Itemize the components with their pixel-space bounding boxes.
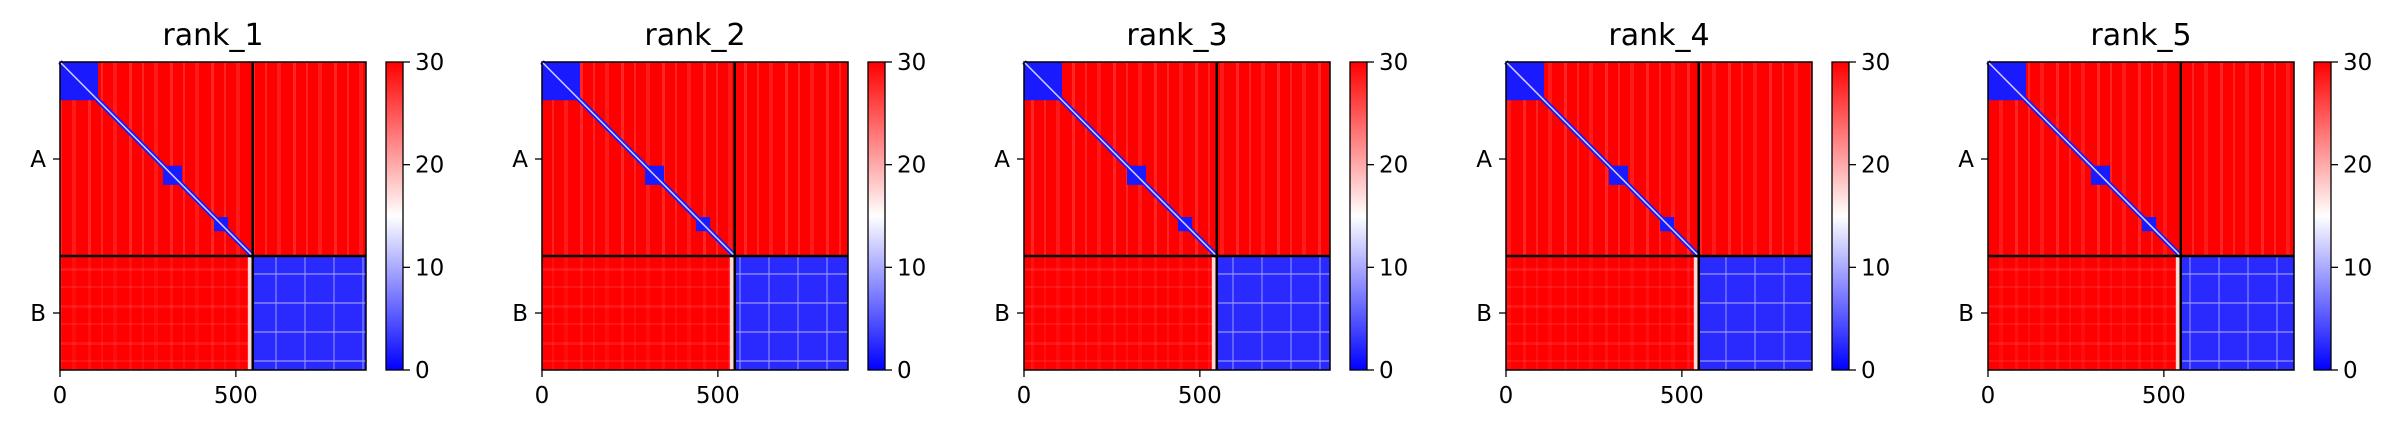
panel-2: rank_2 0 500 A B 0 10 20 30 bbox=[512, 18, 926, 409]
colorbar bbox=[867, 61, 886, 371]
panel-title: rank_3 bbox=[1126, 18, 1227, 53]
panel-title: rank_4 bbox=[1608, 18, 1709, 53]
x-tick-label: 500 bbox=[1178, 383, 1222, 409]
diagonal-block-4 bbox=[734, 256, 848, 370]
colorbar-tick-label: 0 bbox=[1379, 358, 1394, 384]
colorbar-tick-label: 0 bbox=[415, 358, 430, 384]
y-tick-label: A bbox=[512, 147, 528, 173]
colorbar-tick-label: 10 bbox=[415, 255, 444, 281]
x-tick-label: 500 bbox=[2142, 383, 2186, 409]
diagonal-block-4 bbox=[1216, 256, 1330, 370]
colorbar-tick-label: 20 bbox=[1861, 153, 1890, 179]
diagonal-line-core bbox=[59, 61, 254, 257]
panel-3: rank_3 0 500 A B 0 10 20 30 bbox=[994, 18, 1408, 409]
heatmap-pale-band bbox=[729, 256, 735, 370]
colorbar-tick-label: 30 bbox=[1379, 50, 1408, 76]
diagonal-line-core bbox=[1987, 61, 2182, 257]
heatmap-interchain-region bbox=[1024, 256, 1217, 370]
y-tick-label: B bbox=[512, 301, 528, 327]
colorbar-tick-label: 0 bbox=[1861, 358, 1876, 384]
y-tick-label: A bbox=[30, 147, 46, 173]
panel-5: rank_5 0 500 A B 0 10 20 30 bbox=[1958, 18, 2372, 409]
colorbar bbox=[1349, 61, 1368, 371]
x-tick-label: 0 bbox=[535, 383, 550, 409]
colorbar-tick-label: 0 bbox=[897, 358, 912, 384]
heatmap-interchain-region bbox=[1988, 256, 2181, 370]
y-tick-label: B bbox=[30, 301, 46, 327]
x-tick-label: 500 bbox=[1660, 383, 1704, 409]
y-tick-label: A bbox=[1958, 147, 1974, 173]
colorbar-tick-label: 0 bbox=[2343, 358, 2358, 384]
heatmap-pale-band bbox=[247, 256, 253, 370]
colorbar-tick-label: 30 bbox=[1861, 50, 1890, 76]
colorbar-tick-label: 20 bbox=[1379, 153, 1408, 179]
x-tick-label: 500 bbox=[214, 383, 258, 409]
colorbar-tick-label: 10 bbox=[897, 255, 926, 281]
diagonal-block-4 bbox=[2180, 256, 2294, 370]
y-tick-label: B bbox=[994, 301, 1010, 327]
heatmap-interchain-region bbox=[60, 256, 253, 370]
heatmap-pale-band bbox=[1211, 256, 1217, 370]
colorbar-tick-label: 30 bbox=[897, 50, 926, 76]
axes-frame bbox=[59, 61, 367, 371]
heatmap-pale-band bbox=[2175, 256, 2181, 370]
colorbar-tick-label: 20 bbox=[2343, 153, 2372, 179]
diagonal-line-core bbox=[541, 61, 736, 257]
y-tick-label: A bbox=[994, 147, 1010, 173]
colorbar-tick-label: 20 bbox=[415, 153, 444, 179]
colorbar-tick-label: 30 bbox=[2343, 50, 2372, 76]
colorbar-tick-label: 20 bbox=[897, 153, 926, 179]
y-tick-label: B bbox=[1476, 301, 1492, 327]
heatmap-interchain-region bbox=[542, 256, 735, 370]
colorbar bbox=[385, 61, 404, 371]
panel-4: rank_4 0 500 A B 0 10 20 30 bbox=[1476, 18, 1890, 409]
heatmap-interchain-region bbox=[1506, 256, 1699, 370]
axes-frame bbox=[541, 61, 849, 371]
colorbar-tick-label: 10 bbox=[1861, 255, 1890, 281]
x-tick-label: 0 bbox=[1017, 383, 1032, 409]
x-tick-label: 0 bbox=[53, 383, 68, 409]
axes-frame bbox=[1987, 61, 2295, 371]
x-tick-label: 500 bbox=[696, 383, 740, 409]
diagonal-line-core bbox=[1505, 61, 1700, 257]
colorbar bbox=[1831, 61, 1850, 371]
panel-title: rank_1 bbox=[162, 18, 263, 53]
panel-1: rank_1 0 500 A B 0 10 20 30 bbox=[30, 18, 444, 409]
diagonal-block-4 bbox=[252, 256, 366, 370]
diagonal-line-core bbox=[1023, 61, 1218, 257]
heatmap-pale-band bbox=[1693, 256, 1699, 370]
colorbar-tick-label: 10 bbox=[2343, 255, 2372, 281]
axes-frame bbox=[1023, 61, 1331, 371]
panel-title: rank_5 bbox=[2090, 18, 2191, 53]
x-tick-label: 0 bbox=[1499, 383, 1514, 409]
y-tick-label: A bbox=[1476, 147, 1492, 173]
colorbar bbox=[2313, 61, 2332, 371]
x-tick-label: 0 bbox=[1981, 383, 1996, 409]
panel-title: rank_2 bbox=[644, 18, 745, 53]
axes-frame bbox=[1505, 61, 1813, 371]
diagonal-block-4 bbox=[1698, 256, 1812, 370]
colorbar-tick-label: 30 bbox=[415, 50, 444, 76]
y-tick-label: B bbox=[1958, 301, 1974, 327]
colorbar-tick-label: 10 bbox=[1379, 255, 1408, 281]
